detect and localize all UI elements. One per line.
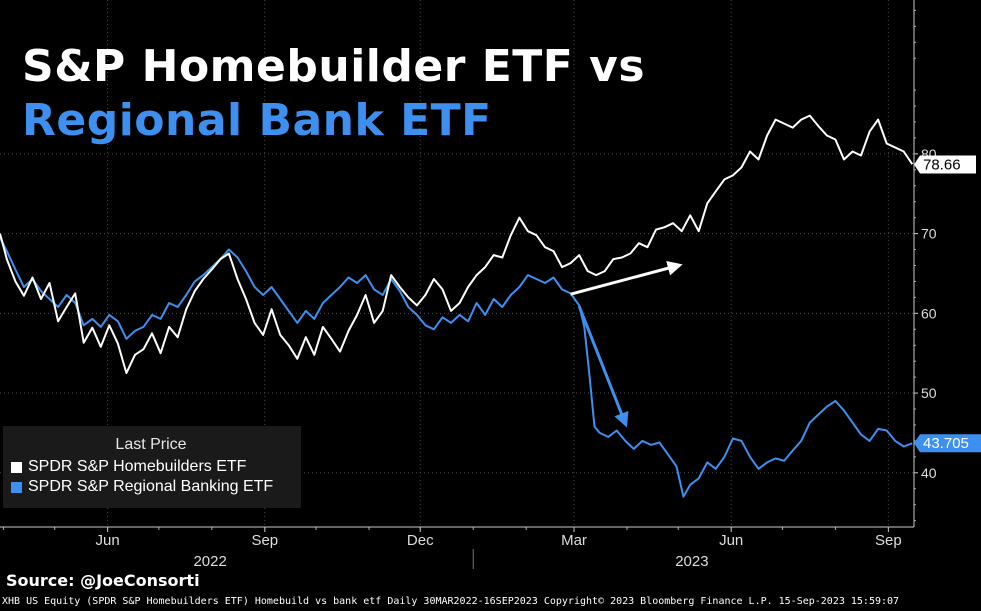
series-line-homebuilders <box>0 114 914 375</box>
x-year-label: 2023 <box>675 553 708 570</box>
chart-title-line-2: Regional Bank ETF <box>22 95 492 146</box>
legend-item-homebuilders: SPDR S&P Homebuilders ETF <box>11 458 246 476</box>
legend-label-regional-banks: SPDR S&P Regional Banking ETF <box>28 478 274 495</box>
x-year-label: 2022 <box>193 553 226 570</box>
y-tick-label: 50 <box>921 385 937 401</box>
source-credit: Source: @JoeConsorti <box>6 571 200 590</box>
last-value-tag-homebuilders <box>914 155 976 174</box>
x-tick-label: Sep <box>875 532 902 549</box>
last-value-label-regional-banks: 43.705 <box>923 435 969 452</box>
annotation-arrow-homebuilders <box>570 260 683 296</box>
x-tick-label: Jun <box>719 532 743 549</box>
legend-item-regional-banks: SPDR S&P Regional Banking ETF <box>11 478 273 496</box>
y-tick-label: 40 <box>921 465 937 481</box>
y-tick-label: 60 <box>921 305 937 321</box>
series-line-regional-banks <box>0 237 913 498</box>
bloomberg-footer: XHB US Equity (SPDR S&P Homebuilders ETF… <box>2 596 900 607</box>
x-tick-label: Mar <box>561 532 587 549</box>
x-tick-label: Dec <box>407 532 434 549</box>
legend-swatch-homebuilders <box>11 461 22 473</box>
annotation-arrow-regional-banks <box>577 305 629 428</box>
legend-label-homebuilders: SPDR S&P Homebuilders ETF <box>28 458 247 475</box>
chart-title-line-1: S&P Homebuilder ETF vs <box>22 41 646 92</box>
x-tick-label: Sep <box>251 532 278 549</box>
legend-swatch-regional-banks <box>11 481 22 493</box>
legend-title: Last Price <box>115 436 187 453</box>
y-tick-label: 70 <box>921 226 937 242</box>
x-tick-label: Jun <box>96 532 120 549</box>
last-value-label-homebuilders: 78.66 <box>923 157 961 174</box>
last-value-tag-regional-banks <box>914 434 981 453</box>
legend: Last Price SPDR S&P Homebuilders ETF SPD… <box>3 426 301 508</box>
